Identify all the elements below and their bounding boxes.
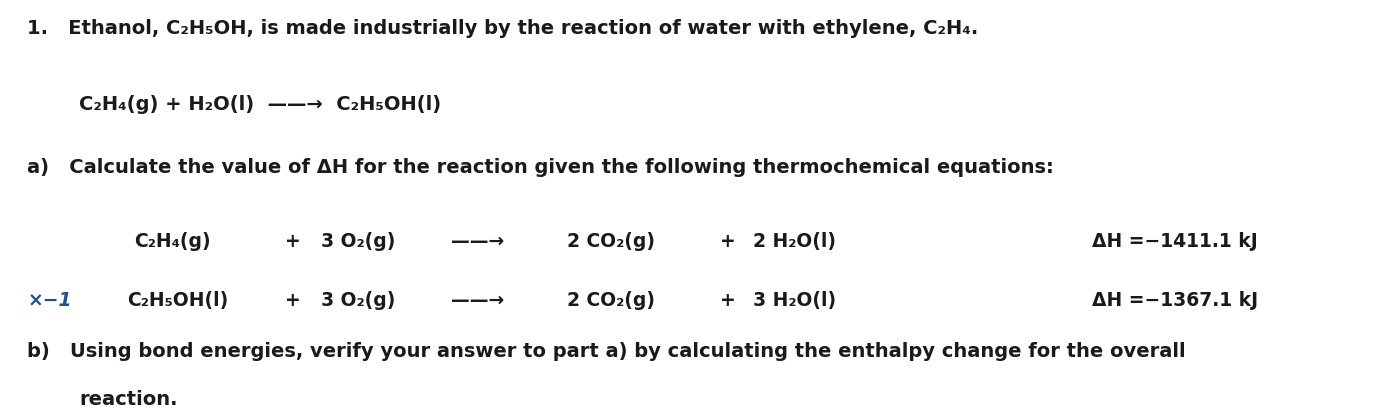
Text: 3 O₂(g): 3 O₂(g) (322, 232, 396, 251)
Text: 1.   Ethanol, C₂H₅OH, is made industrially by the reaction of water with ethylen: 1. Ethanol, C₂H₅OH, is made industrially… (28, 19, 979, 38)
Text: 3 H₂O(l): 3 H₂O(l) (752, 291, 836, 310)
Text: reaction.: reaction. (80, 390, 178, 409)
Text: 3 O₂(g): 3 O₂(g) (322, 291, 396, 310)
Text: +: + (285, 291, 301, 310)
Text: +: + (285, 232, 301, 251)
Text: ΔH =−1411.1 kJ: ΔH =−1411.1 kJ (1092, 232, 1258, 251)
Text: +: + (720, 291, 735, 310)
Text: ×−1: ×−1 (28, 291, 71, 310)
Text: 2 CO₂(g): 2 CO₂(g) (568, 291, 656, 310)
Text: 2 CO₂(g): 2 CO₂(g) (568, 232, 656, 251)
Text: a)   Calculate the value of ΔH for the reaction given the following thermochemic: a) Calculate the value of ΔH for the rea… (28, 158, 1054, 177)
Text: C₂H₅OH(l): C₂H₅OH(l) (127, 291, 228, 310)
Text: b)   Using bond energies, verify your answer to part a) by calculating the entha: b) Using bond energies, verify your answ… (28, 342, 1186, 361)
Text: ΔH =−1367.1 kJ: ΔH =−1367.1 kJ (1092, 291, 1258, 310)
Text: C₂H₄(g) + H₂O(l)  ——→  C₂H₅OH(l): C₂H₄(g) + H₂O(l) ——→ C₂H₅OH(l) (80, 95, 442, 115)
Text: C₂H₄(g): C₂H₄(g) (134, 232, 210, 251)
Text: 2 H₂O(l): 2 H₂O(l) (752, 232, 836, 251)
Text: ——→: ——→ (452, 232, 505, 251)
Text: ——→: ——→ (452, 291, 505, 310)
Text: +: + (720, 232, 735, 251)
